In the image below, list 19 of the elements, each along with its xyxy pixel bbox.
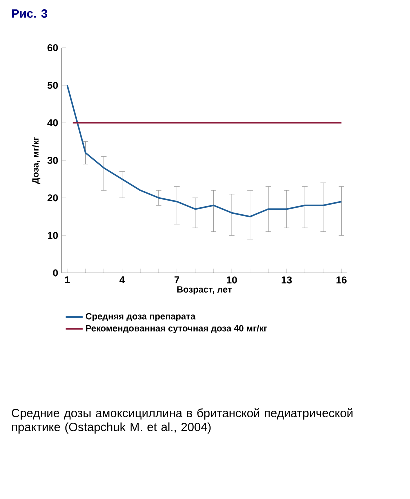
chart-title: Рис. 3 [12,10,48,18]
y-tick-label: 30 [48,157,58,164]
y-tick-label: 50 [48,82,58,90]
x-tick-label: 10 [227,276,238,284]
y-tick-label: 10 [48,232,58,240]
y-axis-title: Доза, мг/кг [32,137,41,184]
legend-label: Рекомендованная суточная доза 40 мг/кг [86,325,268,334]
x-tick-label: 13 [282,276,292,284]
y-tick-label: 20 [48,194,58,202]
legend-label: Средняя доза препарата [86,313,196,322]
text: Средние дозы амоксициллина в британской педиатрической практике (Ostapchuk M. et al., 2004) [12,408,353,434]
x-axis-title: Возраст, лет [178,286,232,295]
x-tick-label: 7 [174,276,180,284]
x-tick-label: 4 [120,276,126,284]
y-tick-label: 60 [48,44,58,52]
y-tick-label: 0 [53,270,58,277]
x-tick-label: 1 [65,276,70,284]
y-tick-label: 40 [48,120,58,127]
x-tick-label: 16 [336,276,347,284]
